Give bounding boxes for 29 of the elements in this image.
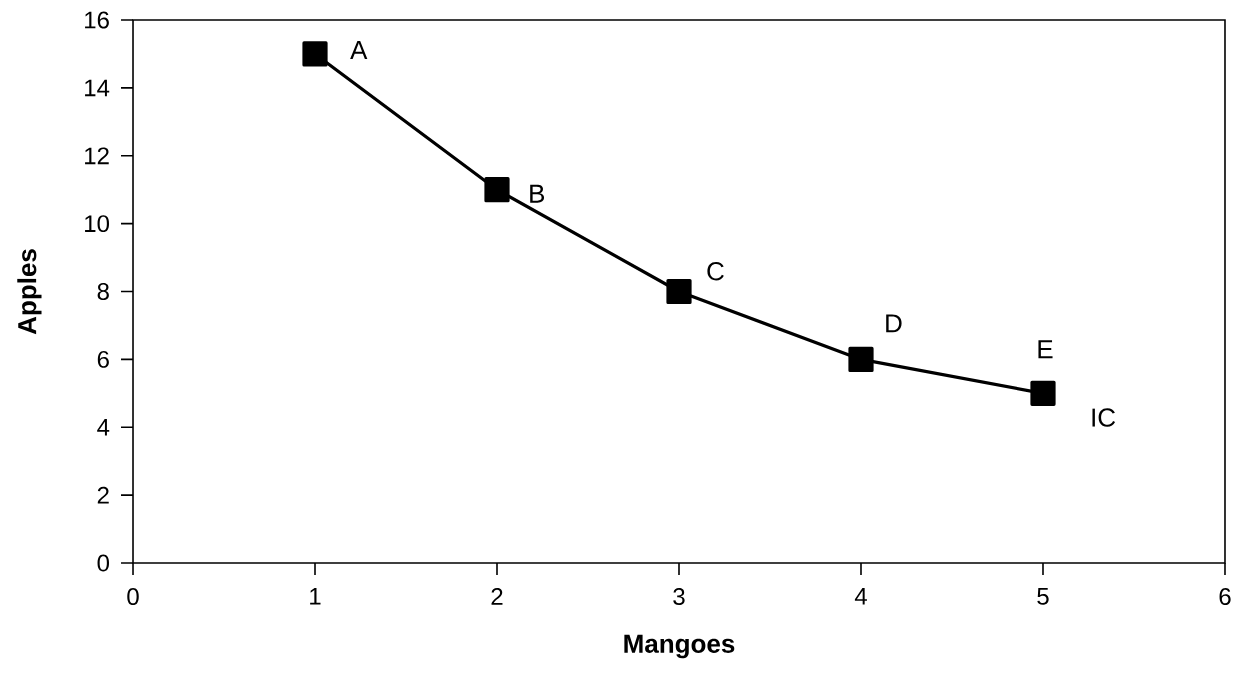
y-tick-label: 4 bbox=[97, 419, 110, 436]
y-tick-label: 16 bbox=[85, 11, 109, 29]
annotation: A bbox=[350, 41, 368, 59]
y-axis-title: Apples bbox=[17, 249, 42, 335]
annotation: D bbox=[886, 314, 902, 333]
point bbox=[484, 177, 510, 203]
annotation: C bbox=[707, 262, 724, 281]
x-tick-label: 4 bbox=[854, 588, 867, 605]
x-tick-label: 0 bbox=[127, 588, 139, 606]
x-tick-label: 6 bbox=[1219, 588, 1231, 606]
x-tick-label: 3 bbox=[673, 588, 685, 606]
point bbox=[848, 346, 874, 372]
y-tick-label: 6 bbox=[97, 350, 109, 368]
x-tick-label: 5 bbox=[1037, 588, 1049, 605]
y-tick-label: 0 bbox=[97, 554, 110, 572]
x-tick-label: 2 bbox=[491, 588, 503, 605]
y-tick-label: 14 bbox=[85, 79, 110, 97]
point bbox=[1030, 380, 1056, 406]
x-tick-label: 1 bbox=[310, 588, 321, 605]
annotation: E bbox=[1038, 340, 1053, 359]
x-axis-title: Mangoes bbox=[624, 634, 735, 659]
annotation: IC bbox=[1092, 408, 1116, 427]
y-tick-label: 8 bbox=[97, 283, 109, 300]
point bbox=[666, 278, 692, 305]
y-tick-label: 2 bbox=[97, 486, 109, 504]
annotation: B bbox=[530, 184, 545, 203]
point bbox=[302, 41, 328, 67]
y-tick-label: 10 bbox=[85, 215, 110, 233]
y-tick-label: 12 bbox=[85, 147, 109, 165]
